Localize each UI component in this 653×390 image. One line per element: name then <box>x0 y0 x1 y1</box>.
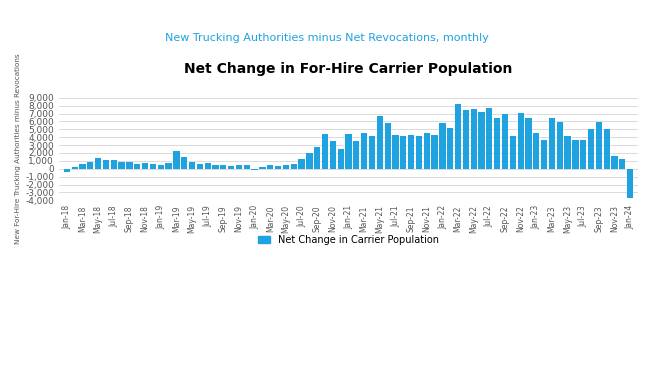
Bar <box>596 122 602 169</box>
Bar <box>471 109 477 169</box>
Title: Net Change in For-Hire Carrier Population: Net Change in For-Hire Carrier Populatio… <box>184 62 513 76</box>
Bar <box>283 165 289 169</box>
Bar <box>518 113 524 169</box>
Bar <box>588 129 594 169</box>
Bar <box>291 164 297 169</box>
Bar <box>134 164 140 169</box>
Bar <box>525 118 532 169</box>
Bar <box>173 151 180 169</box>
Bar <box>486 108 492 169</box>
Bar <box>345 134 352 169</box>
Bar <box>455 104 461 169</box>
Bar <box>95 158 101 169</box>
Bar <box>416 136 422 169</box>
Bar <box>564 136 571 169</box>
Bar <box>369 136 375 169</box>
Bar <box>408 135 414 169</box>
Bar <box>298 158 305 169</box>
Bar <box>204 163 211 169</box>
Bar <box>330 141 336 169</box>
Bar <box>424 133 430 169</box>
Bar <box>228 166 234 169</box>
Bar <box>377 116 383 169</box>
Bar <box>385 123 390 169</box>
Bar <box>556 122 563 169</box>
Bar <box>244 165 250 169</box>
Bar <box>103 160 109 169</box>
Text: New Trucking Authorities minus Net Revocations, monthly: New Trucking Authorities minus Net Revoc… <box>165 33 488 43</box>
Bar <box>549 118 555 169</box>
Bar <box>197 164 203 169</box>
Bar <box>110 160 117 169</box>
Bar <box>150 165 156 169</box>
Bar <box>220 165 227 169</box>
Bar <box>118 162 125 169</box>
Bar <box>72 167 78 169</box>
Bar <box>353 141 359 169</box>
Bar <box>447 128 453 169</box>
Bar <box>314 147 321 169</box>
Bar <box>189 163 195 169</box>
Bar <box>212 165 219 169</box>
Bar <box>463 110 469 169</box>
Bar <box>251 169 258 170</box>
Bar <box>142 163 148 169</box>
Bar <box>603 129 610 169</box>
Legend: Net Change in Carrier Population: Net Change in Carrier Population <box>255 231 443 249</box>
Bar <box>181 157 187 169</box>
Bar <box>236 165 242 169</box>
Bar <box>479 112 485 169</box>
Bar <box>580 140 586 169</box>
Bar <box>572 140 579 169</box>
Bar <box>165 163 172 169</box>
Bar <box>611 156 618 169</box>
Bar <box>64 169 70 172</box>
Bar <box>439 123 445 169</box>
Bar <box>533 133 539 169</box>
Bar <box>322 134 328 169</box>
Bar <box>338 149 344 169</box>
Bar <box>80 164 86 169</box>
Bar <box>400 136 406 169</box>
Bar <box>619 158 626 169</box>
Bar <box>157 165 164 169</box>
Y-axis label: New For-Hire Trucking Authorities minus Revocations: New For-Hire Trucking Authorities minus … <box>15 54 21 245</box>
Bar <box>392 135 398 169</box>
Bar <box>510 136 516 169</box>
Bar <box>361 133 367 169</box>
Bar <box>126 163 133 169</box>
Bar <box>275 167 281 169</box>
Bar <box>541 140 547 169</box>
Bar <box>502 114 508 169</box>
Bar <box>259 167 266 169</box>
Bar <box>627 169 633 198</box>
Bar <box>432 135 438 169</box>
Bar <box>267 165 274 169</box>
Bar <box>88 162 93 169</box>
Bar <box>494 117 500 169</box>
Bar <box>306 153 313 169</box>
